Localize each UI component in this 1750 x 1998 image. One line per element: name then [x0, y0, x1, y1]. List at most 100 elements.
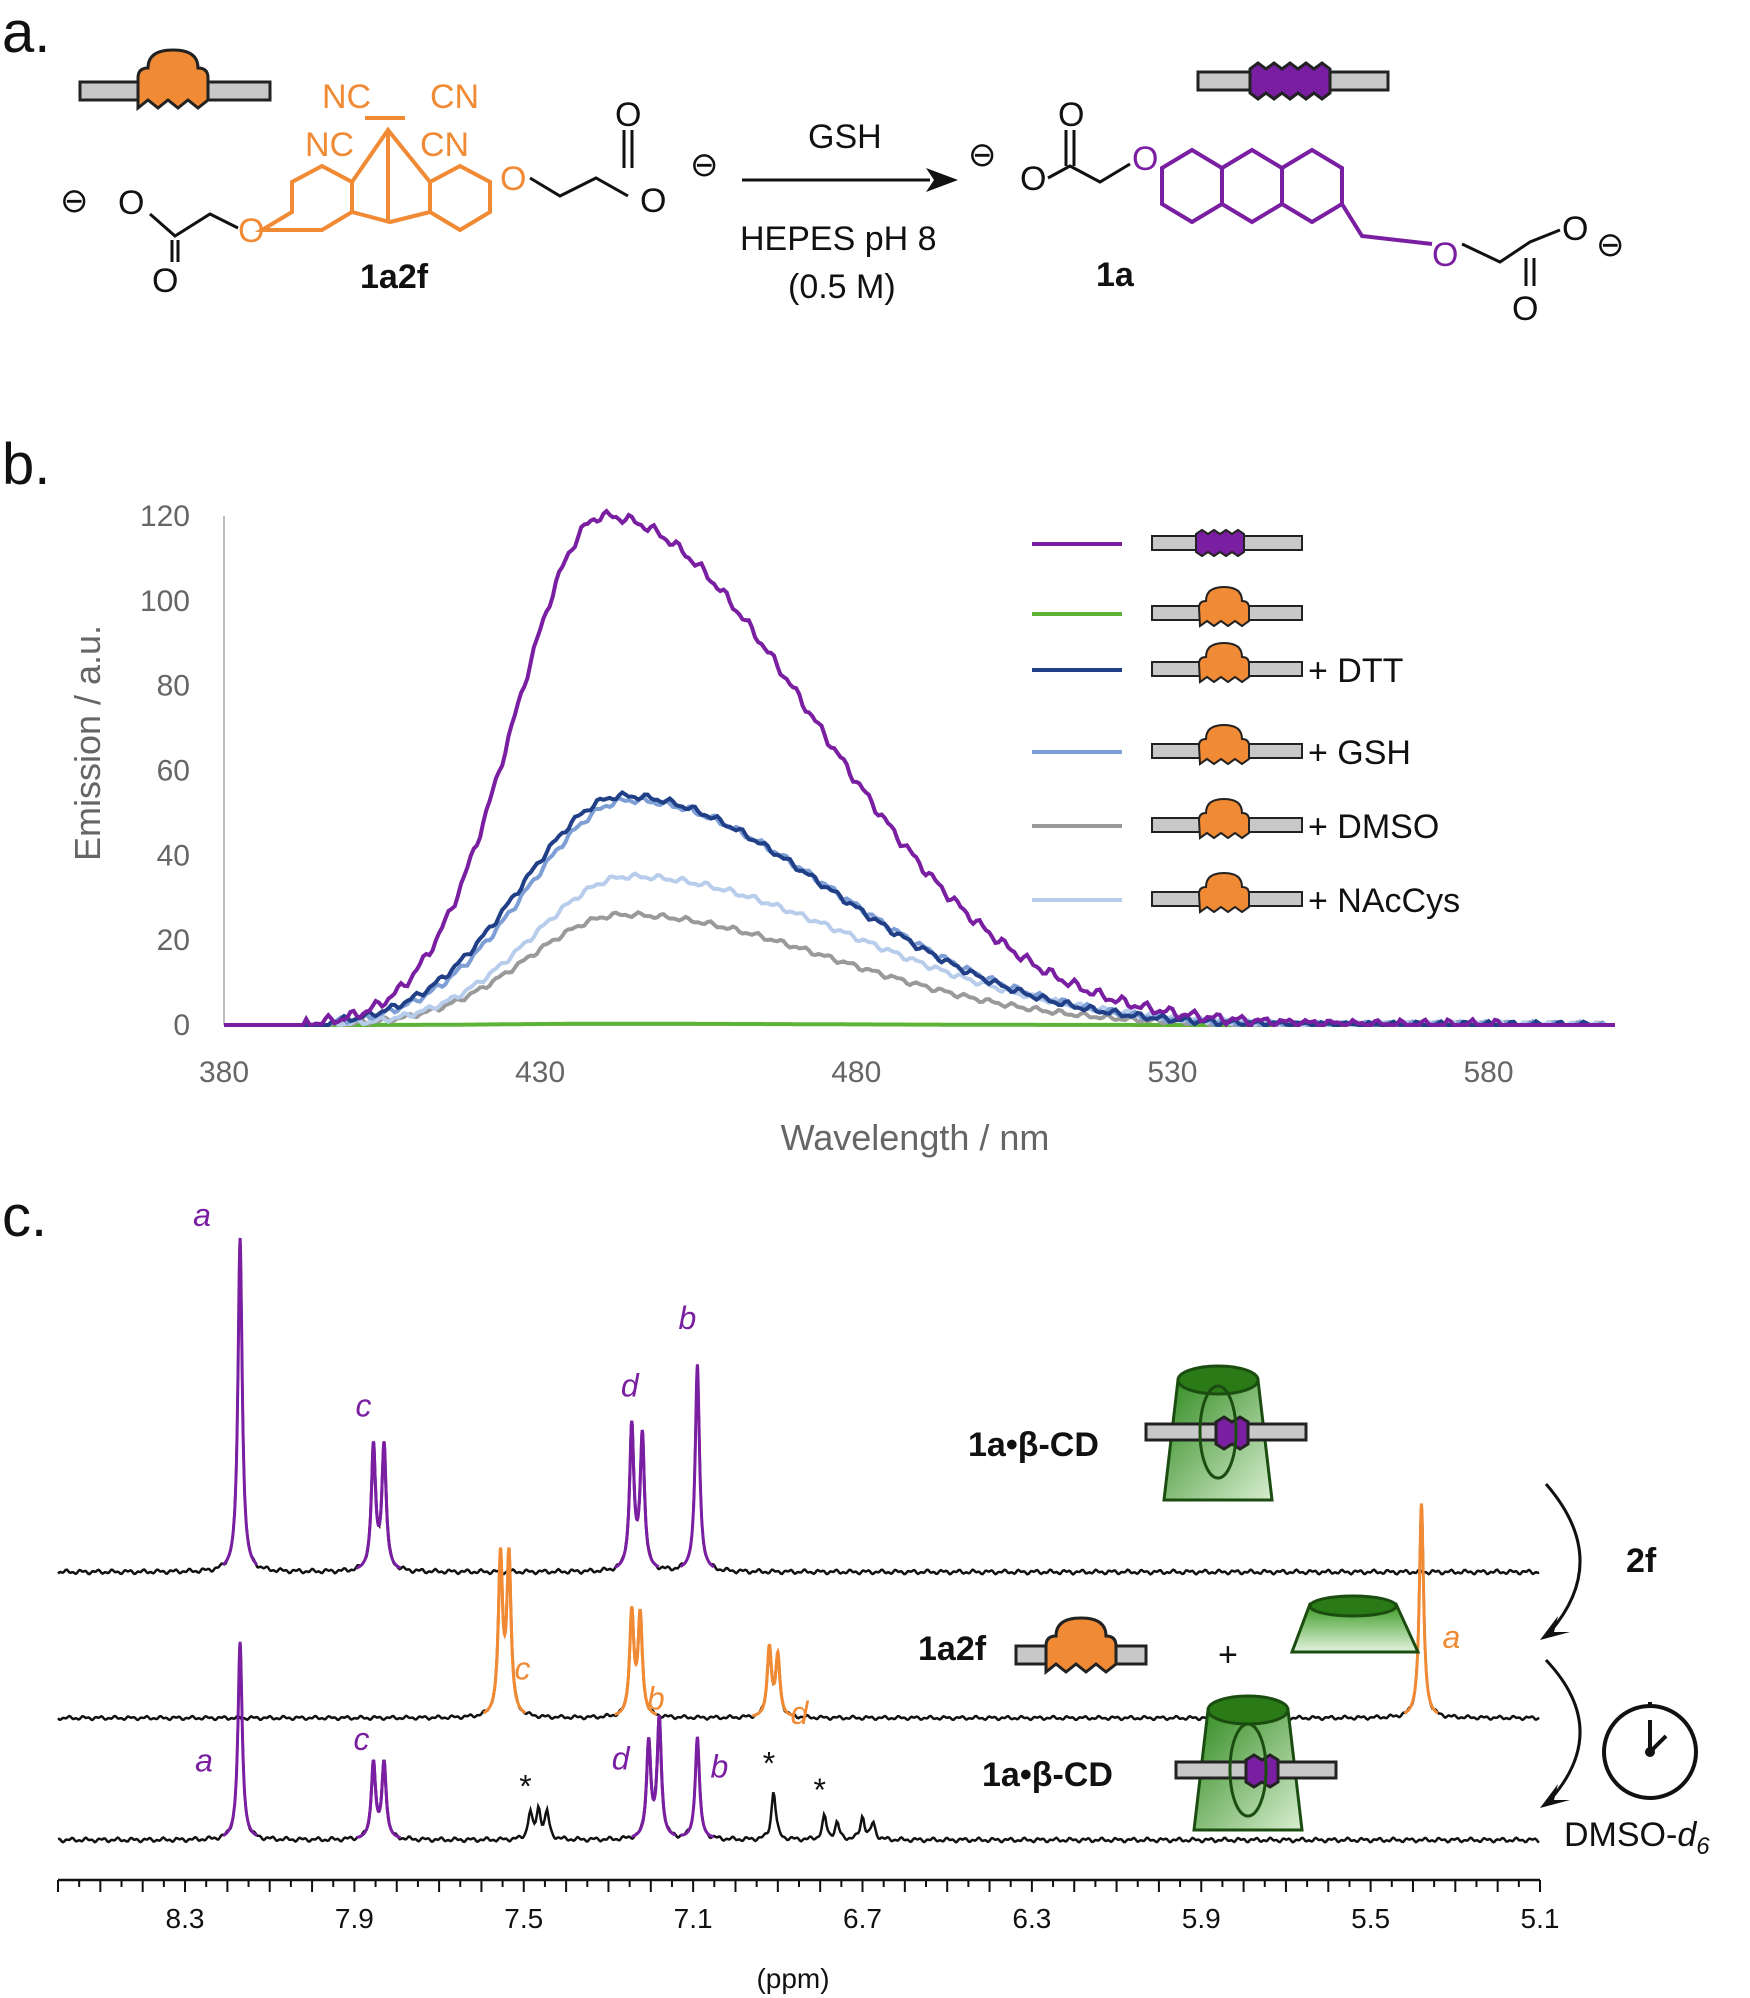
y-axis-title: Emission / a.u.	[67, 625, 108, 861]
legend-rotaxane-icon	[1151, 871, 1303, 914]
y-tick-label: 0	[173, 1009, 190, 1042]
nmr-tick-label: 6.3	[1012, 1903, 1051, 1934]
reagent-label: GSH	[808, 118, 882, 156]
atom-o: O	[1132, 140, 1158, 178]
trace-label-bottom-text: 1a•β-CD	[982, 1756, 1113, 1794]
legend-label: + NAcCys	[1308, 882, 1460, 920]
peak-label: a	[193, 1197, 211, 1233]
solvent-label: DMSO-d6	[1564, 1816, 1710, 1860]
trace-label-middle: 1a2f	[918, 1630, 987, 1668]
legend-rotaxane-icon	[1151, 585, 1303, 628]
atom-o: O	[640, 182, 666, 220]
nmr-trace-baseline	[57, 1246, 1540, 1576]
y-tick-label: 120	[140, 500, 190, 533]
legend-label: + DTT	[1308, 652, 1403, 690]
atom-o: O	[152, 262, 178, 300]
emission-series-line	[224, 508, 1615, 1028]
reactant-structure: ⊖ O O O NC CN NC CN O O O ⊖	[60, 78, 719, 300]
nmr-tick-label: 6.7	[843, 1903, 882, 1934]
atom-o: O	[1512, 290, 1538, 328]
trace-label-top-text: 1a•β-CD	[968, 1426, 1099, 1464]
cn-label: NC	[305, 126, 354, 164]
nmr-peak	[1403, 1503, 1439, 1715]
peak-label: c	[353, 1721, 369, 1757]
nmr-peak	[621, 1606, 658, 1716]
cyclodextrin-rotaxane-icon-bottom	[1174, 1694, 1338, 1832]
nmr-peak	[365, 1759, 401, 1839]
plus-sign: +	[1218, 1636, 1238, 1674]
concentration-label: (0.5 M)	[788, 268, 896, 306]
cn-label: CN	[430, 78, 479, 116]
nmr-peak	[623, 1420, 660, 1569]
nmr-tick-label: 5.5	[1351, 1903, 1390, 1934]
solvent-label-sub: 6	[1696, 1833, 1710, 1860]
atom-o: O	[500, 160, 526, 198]
impurity-marker: *	[761, 1746, 775, 1782]
peak-label: a	[195, 1743, 213, 1779]
nmr-tick-label: 8.3	[166, 1903, 205, 1934]
product-cartoon-icon	[1196, 61, 1390, 101]
legend-rotaxane-icon	[1151, 723, 1303, 766]
impurity-marker: *	[812, 1772, 826, 1808]
free-cyclodextrin-icon	[1289, 1594, 1421, 1654]
impurity-marker: *	[518, 1769, 532, 1805]
reaction-arrow	[742, 168, 958, 192]
panel-letter-b: b.	[2, 432, 50, 497]
nmr-tick-label: 7.1	[674, 1903, 713, 1934]
nmr-peak	[490, 1547, 527, 1714]
peak-label: c	[514, 1650, 530, 1686]
nmr-tick-label: 7.9	[335, 1903, 374, 1934]
emission-y-ticks: 0 20 40 60 80 100 120	[140, 500, 190, 1042]
nmr-tick-label: 5.9	[1182, 1903, 1221, 1934]
clock-icon	[1602, 1702, 1698, 1800]
reactant-cartoon-icon	[78, 48, 272, 112]
panel-letter-c: c.	[2, 1184, 47, 1249]
x-tick-label: 580	[1464, 1056, 1514, 1089]
peak-label: d	[612, 1741, 631, 1777]
x-axis-title: Wavelength / nm	[781, 1117, 1050, 1158]
nmr-tick-label: 5.1	[1521, 1903, 1560, 1934]
reactant-label: 1a2f	[360, 258, 429, 296]
nmr-peak	[679, 1364, 715, 1569]
charge-minus: ⊖	[1596, 226, 1625, 264]
process-arrow-1	[1540, 1483, 1582, 1640]
panel-letter-a: a.	[2, 0, 50, 65]
nmr-x-axis-title: (ppm)	[756, 1963, 829, 1994]
nmr-ppm-axis: 8.3 7.9 7.5 7.1 6.7 6.3 5.9 5.5 5.1	[57, 1878, 1560, 1934]
trace-label-top: 1a•β-CD	[968, 1426, 1099, 1464]
condition-label: HEPES pH 8	[740, 220, 937, 258]
product-label: 1a	[1096, 256, 1135, 294]
nmr-peak	[640, 1715, 677, 1837]
legend-label: + GSH	[1308, 734, 1411, 772]
product-structure: ⊖ O O O O O O ⊖	[968, 96, 1625, 328]
process-arrow-2	[1540, 1658, 1582, 1808]
y-tick-label: 20	[157, 924, 190, 957]
peak-label: b	[678, 1300, 696, 1336]
nmr-trace-baseline	[57, 1507, 1540, 1722]
middle-rotaxane-icon	[1014, 1616, 1148, 1676]
legend-rotaxane-icon	[1151, 641, 1303, 684]
x-tick-label: 430	[515, 1056, 565, 1089]
nmr-peak	[680, 1736, 715, 1839]
y-tick-label: 40	[157, 839, 190, 872]
y-tick-label: 100	[140, 585, 190, 618]
trace-label-bottom: 1a•β-CD	[982, 1756, 1113, 1794]
nmr-peak	[759, 1643, 795, 1718]
peak-label: d	[790, 1695, 809, 1731]
emission-legend: + DTT + GSH + DMSO + NAcCys	[1032, 528, 1460, 920]
atom-o: O	[615, 96, 641, 134]
peak-label: d	[621, 1367, 640, 1403]
nmr-peak	[222, 1641, 258, 1837]
peak-label: b	[710, 1749, 728, 1785]
atom-o: O	[1020, 160, 1046, 198]
atom-o: O	[1058, 96, 1084, 134]
x-tick-label: 530	[1147, 1056, 1197, 1089]
atom-o: O	[1432, 236, 1458, 274]
emission-x-ticks: 380 430 480 530 580	[199, 1056, 1514, 1089]
atom-o: O	[1562, 210, 1588, 248]
atom-o: O	[118, 184, 144, 222]
charge-minus: ⊖	[690, 146, 719, 184]
y-tick-label: 60	[157, 755, 190, 788]
cn-label: CN	[420, 126, 469, 164]
